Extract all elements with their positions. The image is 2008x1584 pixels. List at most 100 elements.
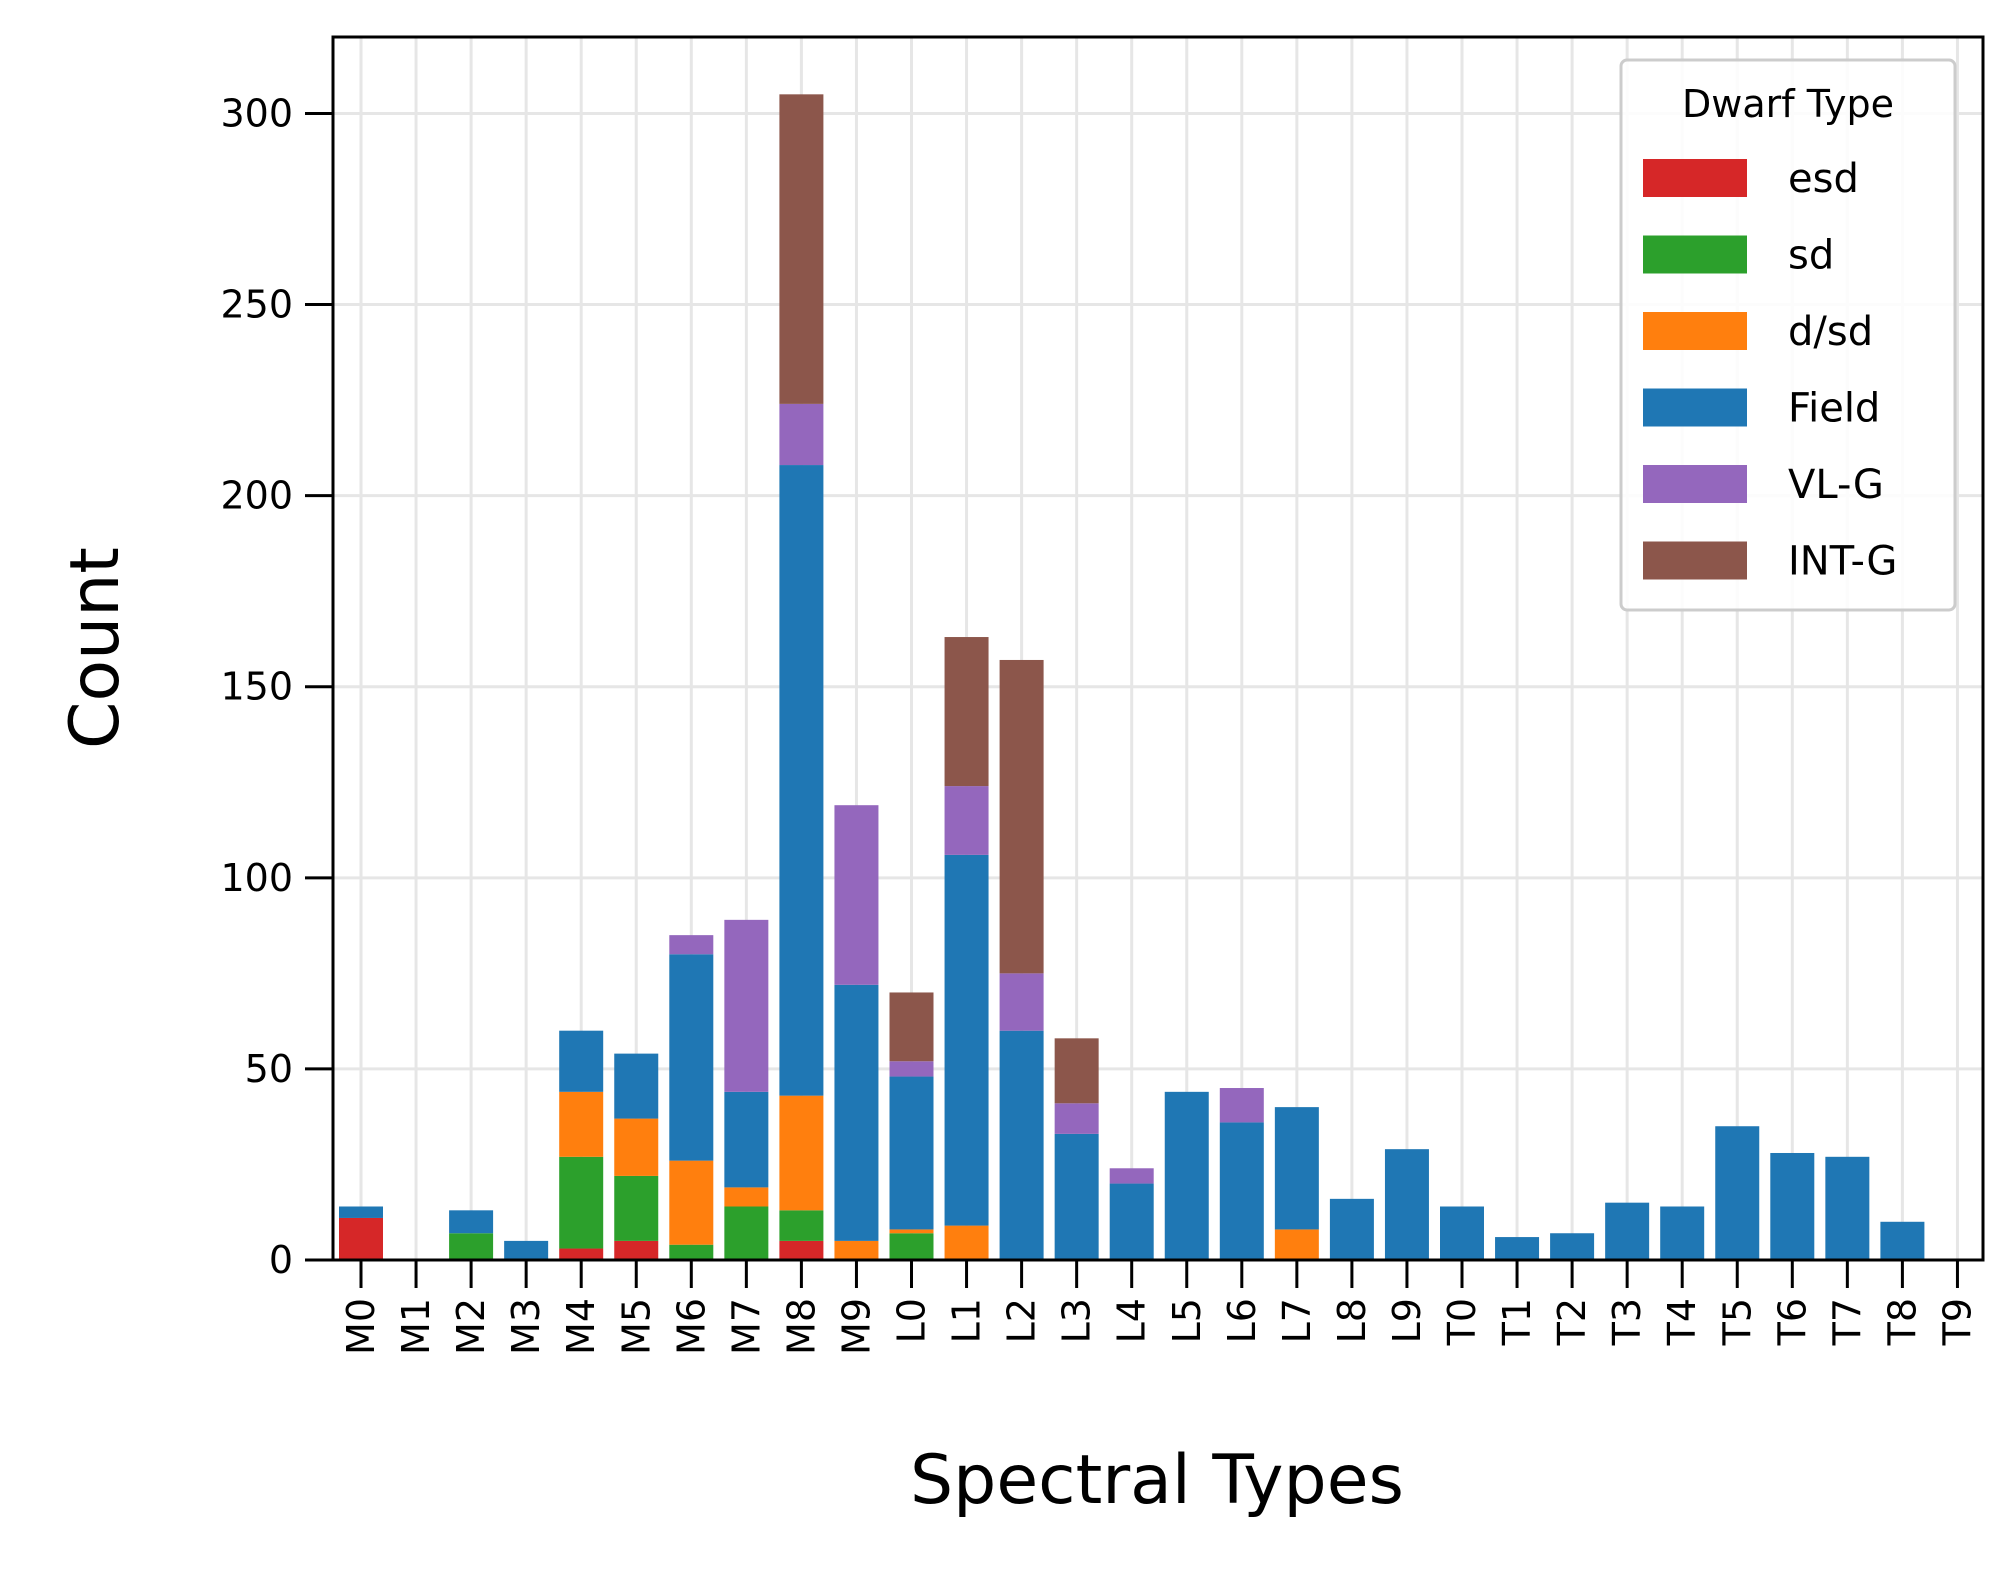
bar-segment bbox=[1384, 1149, 1429, 1260]
x-tick-label: L1 bbox=[945, 1298, 989, 1343]
bar-segment bbox=[779, 94, 824, 404]
legend-swatch bbox=[1643, 388, 1747, 427]
bar-segment bbox=[1054, 1103, 1099, 1134]
bar-segment bbox=[1109, 1183, 1154, 1260]
bar-segment bbox=[1219, 1088, 1264, 1123]
bar-segment bbox=[1440, 1206, 1484, 1260]
x-tick-label: T8 bbox=[1880, 1298, 1924, 1346]
bars bbox=[339, 94, 1925, 1260]
x-tick-label: M8 bbox=[779, 1298, 823, 1355]
y-axis-label: Count bbox=[56, 547, 135, 749]
legend-label: esd bbox=[1788, 156, 1859, 202]
bar-segment bbox=[779, 1095, 824, 1211]
bar-segment bbox=[779, 465, 824, 1096]
bar-segment bbox=[1770, 1152, 1815, 1260]
bar-segment bbox=[669, 1244, 714, 1260]
legend: Dwarf Type esd sd d/sd Field VL-G INT-G bbox=[1619, 58, 1957, 612]
x-tick-label: L8 bbox=[1330, 1298, 1374, 1343]
x-tick-label: L5 bbox=[1165, 1298, 1209, 1343]
bar-segment bbox=[889, 1061, 934, 1077]
y-tick-label: 150 bbox=[220, 665, 293, 709]
x-tick-label: T1 bbox=[1495, 1298, 1539, 1346]
y-tick-label: 200 bbox=[220, 474, 293, 518]
legend-items: esd sd d/sd Field VL-G INT-G bbox=[1643, 156, 1897, 585]
bar-segment bbox=[1495, 1237, 1540, 1260]
x-tick-label: L7 bbox=[1275, 1298, 1319, 1343]
bar-segment bbox=[724, 1091, 769, 1188]
bar-segment bbox=[614, 1240, 659, 1260]
legend-title: Dwarf Type bbox=[1682, 82, 1894, 126]
x-axis-ticks: M0 M1 M2 M3 M4 M5 M6 M7 M8 M9 L0 L1 L2 L3 L4 L5 L6 L7 L8 L9… bbox=[339, 1260, 1979, 1355]
x-tick-label: M6 bbox=[669, 1298, 713, 1355]
bar-segment bbox=[779, 1240, 824, 1260]
legend-label: VL-G bbox=[1788, 462, 1884, 508]
x-tick-label: T2 bbox=[1550, 1298, 1594, 1346]
bar-segment bbox=[779, 1210, 824, 1241]
x-tick-label: L6 bbox=[1220, 1298, 1264, 1343]
x-tick-label: M5 bbox=[614, 1298, 658, 1355]
bar-segment bbox=[339, 1206, 383, 1218]
bar-segment bbox=[1219, 1122, 1264, 1260]
bar-segment bbox=[944, 854, 989, 1226]
bar-segment bbox=[1164, 1091, 1209, 1260]
legend-label: INT-G bbox=[1788, 539, 1897, 585]
x-tick-label: T6 bbox=[1770, 1298, 1814, 1346]
legend-swatch bbox=[1643, 235, 1747, 274]
x-tick-label: M0 bbox=[339, 1298, 383, 1355]
bar-segment bbox=[339, 1217, 383, 1260]
x-tick-label: M7 bbox=[724, 1298, 768, 1355]
bar-segment bbox=[999, 973, 1044, 1031]
bar-segment bbox=[1274, 1229, 1319, 1260]
legend-label: Field bbox=[1788, 386, 1880, 432]
bar-segment bbox=[559, 1091, 604, 1157]
bar-segment bbox=[889, 1229, 934, 1234]
bar-segment bbox=[889, 1076, 934, 1230]
bar-segment bbox=[834, 805, 879, 985]
bar-segment bbox=[1109, 1168, 1154, 1184]
bar-segment bbox=[559, 1248, 604, 1260]
bar-segment bbox=[944, 1225, 989, 1260]
bar-segment bbox=[614, 1175, 659, 1241]
bar-segment bbox=[614, 1053, 659, 1119]
bar-segment bbox=[944, 786, 989, 855]
bar-segment bbox=[889, 1233, 934, 1260]
bar-segment bbox=[1054, 1133, 1099, 1260]
x-tick-label: M3 bbox=[504, 1298, 548, 1355]
y-tick-label: 50 bbox=[245, 1047, 293, 1091]
legend-swatch bbox=[1643, 541, 1747, 580]
y-axis-ticks: 0 50 100 150 200 250 300 bbox=[220, 91, 333, 1282]
y-tick-label: 0 bbox=[269, 1238, 293, 1282]
x-tick-label: M2 bbox=[449, 1298, 493, 1355]
bar-segment bbox=[614, 1118, 659, 1176]
plot-frame bbox=[331, 35, 1985, 1262]
x-tick-label: T7 bbox=[1825, 1298, 1869, 1346]
bar-segment bbox=[449, 1210, 494, 1234]
bar-segment bbox=[559, 1156, 604, 1249]
bar-segment bbox=[1054, 1038, 1099, 1104]
bar-segment bbox=[889, 992, 934, 1062]
x-tick-label: L3 bbox=[1055, 1298, 1099, 1343]
legend-label: d/sd bbox=[1788, 309, 1873, 355]
bar-segment bbox=[779, 403, 824, 466]
bar-segment bbox=[559, 1030, 604, 1092]
x-tick-label: T9 bbox=[1935, 1298, 1979, 1346]
bar-segment bbox=[834, 984, 879, 1241]
bar-segment bbox=[724, 919, 769, 1092]
x-tick-label: T4 bbox=[1660, 1298, 1704, 1346]
legend-swatch bbox=[1643, 159, 1747, 197]
x-tick-label: L4 bbox=[1110, 1298, 1154, 1343]
bar-segment bbox=[999, 659, 1044, 974]
bar-segment bbox=[999, 1030, 1044, 1260]
bar-segment bbox=[1660, 1206, 1705, 1260]
bar-segment bbox=[669, 954, 714, 1161]
bar-segment bbox=[1715, 1126, 1760, 1260]
x-tick-label: L2 bbox=[1000, 1298, 1044, 1343]
legend-label: sd bbox=[1788, 233, 1834, 279]
x-tick-label: T0 bbox=[1440, 1298, 1484, 1346]
bar-segment bbox=[724, 1206, 769, 1260]
bar-segment bbox=[449, 1233, 494, 1260]
bar-segment bbox=[1550, 1233, 1595, 1260]
x-tick-label: L0 bbox=[890, 1298, 934, 1343]
x-axis-label: Spectral Types bbox=[910, 1441, 1404, 1520]
